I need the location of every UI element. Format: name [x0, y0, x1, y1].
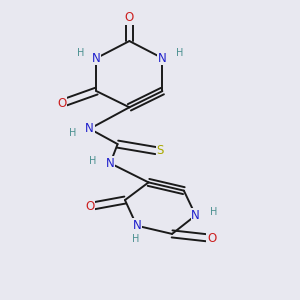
- Text: N: N: [106, 157, 115, 170]
- Text: H: H: [132, 234, 139, 244]
- Text: H: H: [69, 128, 76, 138]
- Text: N: N: [132, 219, 141, 232]
- Text: O: O: [85, 200, 94, 213]
- Text: S: S: [157, 144, 164, 157]
- Text: H: H: [176, 48, 184, 58]
- Text: O: O: [207, 232, 217, 245]
- Text: O: O: [125, 11, 134, 24]
- Text: H: H: [76, 48, 84, 58]
- Text: N: N: [92, 52, 101, 64]
- Text: N: N: [191, 209, 200, 222]
- Text: H: H: [89, 156, 97, 166]
- Text: O: O: [57, 97, 66, 110]
- Text: N: N: [85, 122, 94, 135]
- Text: N: N: [158, 52, 167, 64]
- Text: H: H: [210, 207, 218, 218]
